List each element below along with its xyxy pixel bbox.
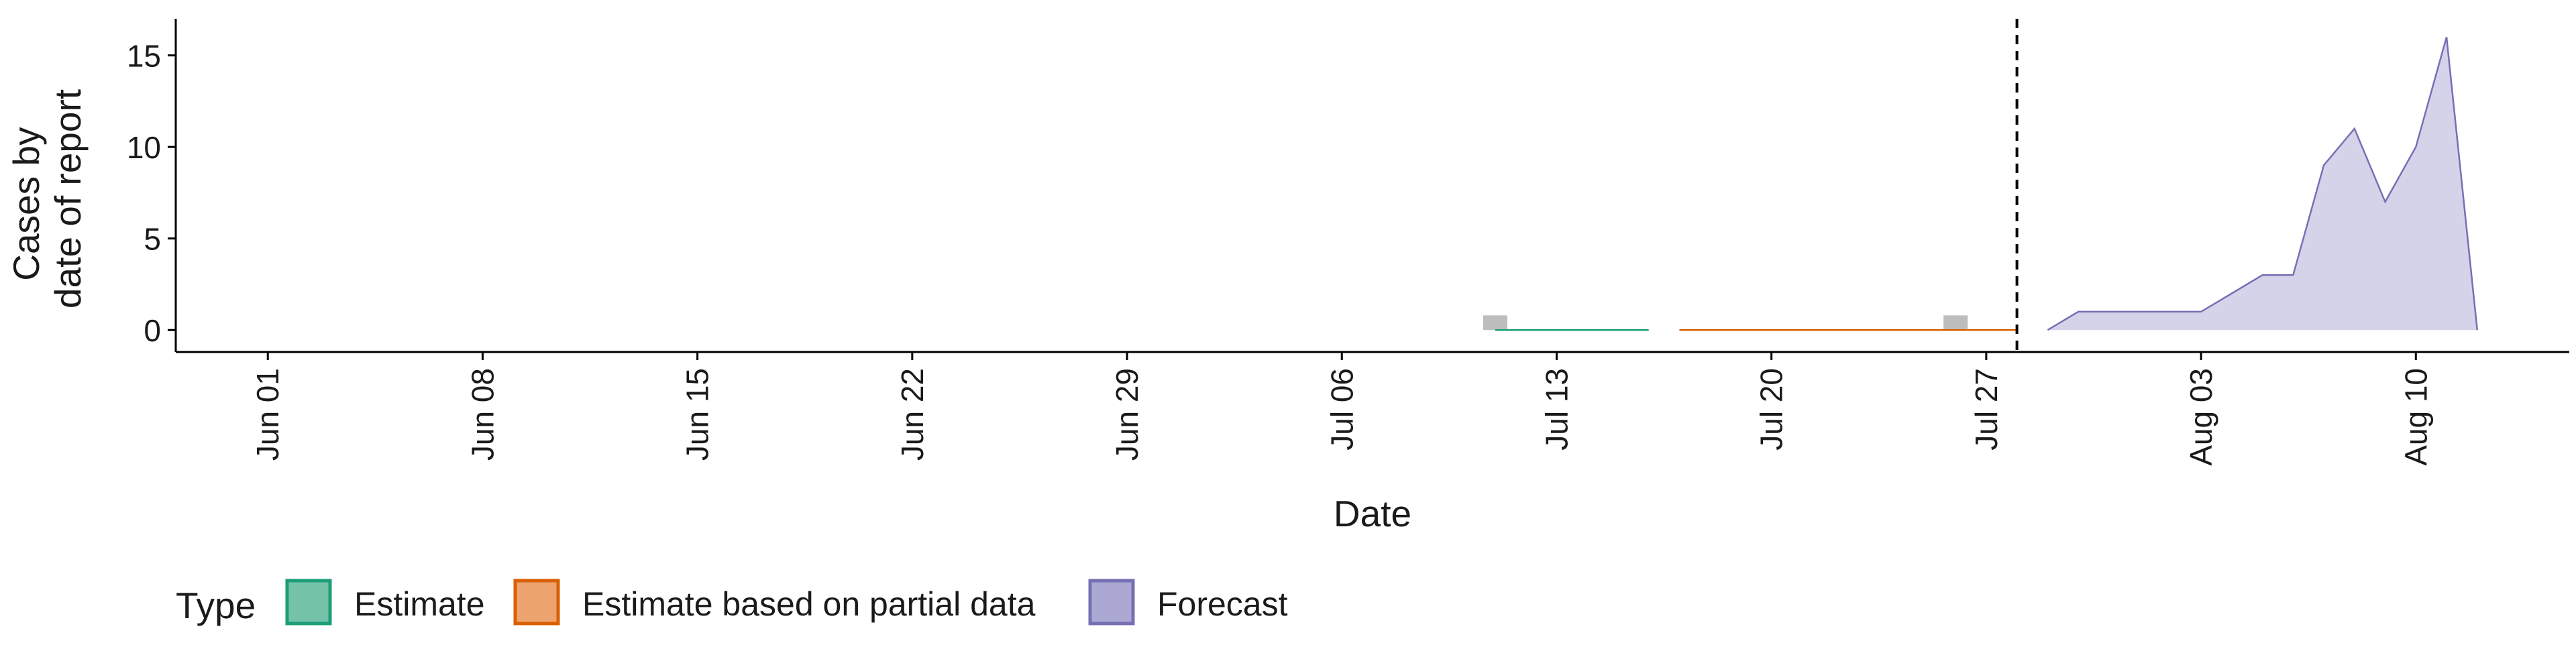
y-tick-label-10: 10 — [127, 130, 161, 165]
observed-bar-1 — [1483, 315, 1507, 331]
x-tick-label-jul-06: Jul 06 — [1324, 368, 1359, 451]
y-axis-label: Cases by date of report — [5, 89, 89, 308]
y-tick-label-5: 5 — [144, 222, 161, 257]
x-tick-label-jun-01: Jun 01 — [250, 368, 285, 461]
y-axis-ticks: 0 5 10 15 — [127, 39, 176, 348]
legend-key-estimate-based-on-partial-data — [513, 579, 560, 626]
series-area-forecast — [2047, 37, 2477, 331]
x-tick-label-jul-20: Jul 20 — [1754, 368, 1789, 451]
y-axis-label-line-1: Cases by — [5, 127, 47, 281]
y-tick-label-0: 0 — [144, 313, 161, 348]
x-tick-label-jul-27: Jul 27 — [1969, 368, 2004, 451]
legend-key-forecast — [1088, 579, 1135, 626]
x-axis-label: Date — [1334, 493, 1411, 534]
y-axis-label-line-2: date of report — [47, 89, 89, 308]
plot-marks — [1483, 19, 2479, 352]
x-tick-label-jun-15: Jun 15 — [680, 368, 715, 461]
series-line-forecast — [2047, 36, 2479, 331]
legend-items: Estimate Estimate based on partial data Fo… — [285, 579, 1288, 626]
observed-bar-2 — [1943, 315, 1968, 331]
legend-label-forecast: Forecast — [1157, 585, 1288, 623]
x-tick-label-jun-08: Jun 08 — [465, 368, 500, 461]
x-tick-label-aug-10: Aug 10 — [2398, 368, 2433, 466]
x-tick-label-aug-03: Aug 03 — [2184, 368, 2218, 466]
x-axis-ticks: Jun 01 Jun 08 Jun 15 Jun 22 Jun 29 Jul 06 Jul … — [250, 352, 2433, 466]
legend-key-estimate — [285, 579, 332, 626]
x-tick-label-jul-13: Jul 13 — [1539, 368, 1574, 451]
x-tick-label-jun-29: Jun 29 — [1110, 368, 1144, 461]
x-tick-label-jun-22: Jun 22 — [895, 368, 930, 461]
axes: 0 5 10 15 Jun 01 Jun 08 Jun 15 Jun 22 Jun 29 Jul… — [127, 19, 2569, 466]
legend: Type Estimate Estimate based on partial d… — [176, 579, 1288, 626]
y-tick-label-15: 15 — [127, 39, 161, 74]
legend-label-estimate-based-on-partial-data: Estimate based on partial data — [582, 585, 1036, 623]
legend-label-estimate: Estimate — [354, 585, 485, 623]
legend-title: Type — [176, 585, 256, 626]
